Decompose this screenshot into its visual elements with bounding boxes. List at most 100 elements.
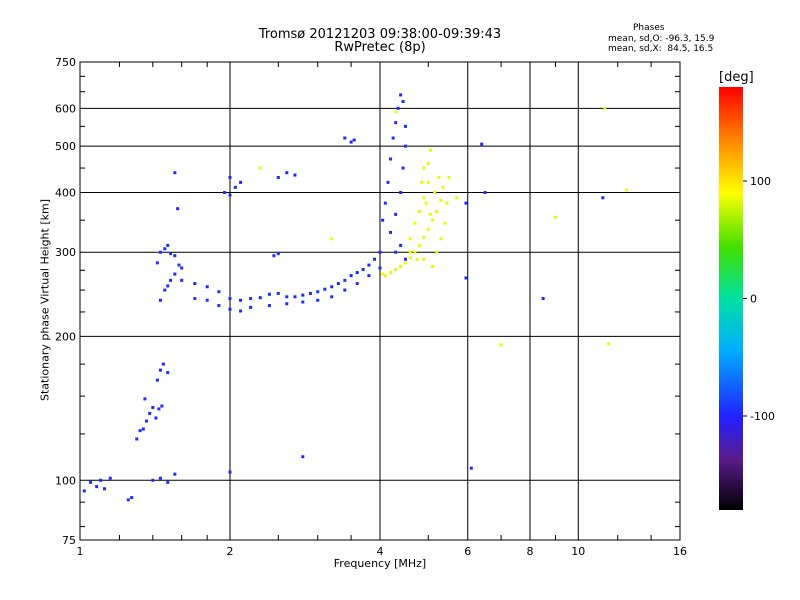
data-point-x (499, 343, 503, 347)
data-point-x (417, 210, 421, 214)
data-point-o (367, 274, 371, 278)
data-point-o (249, 297, 253, 301)
x-tick-label: 2 (227, 545, 234, 558)
data-point-x (408, 256, 412, 260)
data-point-o (173, 472, 177, 476)
data-point-o (151, 478, 155, 482)
data-point-x (435, 250, 439, 254)
data-point-o (161, 362, 165, 366)
data-point-o (89, 480, 93, 484)
data-point-o (378, 266, 382, 270)
data-point-o (401, 166, 405, 170)
data-point-o (343, 288, 347, 292)
data-point-o (330, 295, 334, 299)
x-tick-label: 10 (571, 545, 585, 558)
y-tick-label: 100 (55, 474, 76, 487)
data-point-x (439, 198, 443, 202)
chart-subtitle: RwPretec (8p) (334, 40, 426, 55)
data-point-o (541, 297, 545, 301)
data-point-o (130, 496, 134, 500)
data-point-o (228, 297, 232, 301)
data-point-x (394, 268, 398, 272)
data-point-o (396, 106, 400, 110)
data-point-o (173, 254, 177, 258)
data-point-o (141, 427, 145, 431)
data-point-o (160, 404, 164, 408)
data-point-o (301, 293, 305, 297)
data-point-o (180, 278, 184, 282)
data-point-o (239, 298, 243, 302)
data-point-o (336, 282, 340, 286)
data-point-x (408, 250, 412, 254)
data-point-x (413, 250, 417, 254)
data-point-o (228, 307, 232, 311)
data-point-o (403, 124, 407, 128)
phases-o-stats: mean, sd,O: -96.3, 15.9 (608, 34, 715, 44)
x-tick-label: 1 (77, 545, 84, 558)
axis-ticks: 1 2 4 6 8 10 16 75 100 200 300 400 500 600 750 (55, 56, 687, 558)
data-point-o (361, 268, 365, 272)
data-point-x (403, 261, 407, 265)
data-point-o (403, 257, 407, 261)
phases-x-stats: mean, sd,X: 84.5, 16.5 (608, 44, 714, 54)
phases-title: Phases (633, 23, 665, 33)
data-point-o (293, 295, 297, 299)
data-point-o (223, 190, 227, 194)
data-point-o (394, 250, 398, 254)
data-point-o (135, 437, 139, 441)
colorbar (719, 87, 743, 510)
data-point-x (445, 201, 449, 205)
data-point-o (239, 309, 243, 313)
data-point-o (95, 485, 99, 489)
data-point-o (469, 466, 473, 470)
data-point-x (426, 161, 430, 165)
data-point-o (343, 136, 347, 140)
data-point-o (403, 144, 407, 148)
data-point-o (239, 180, 243, 184)
data-point-o (399, 93, 403, 97)
data-point-o (601, 196, 605, 200)
data-point-o (217, 290, 221, 294)
y-tick-label: 750 (55, 56, 76, 69)
x-tick-label: 4 (377, 545, 384, 558)
data-point-x (441, 185, 445, 189)
data-point-o (276, 291, 280, 295)
data-point-o (308, 291, 312, 295)
data-point-x (330, 237, 334, 241)
data-point-x (408, 237, 412, 241)
data-point-o (285, 302, 289, 306)
y-tick-label: 600 (55, 102, 76, 115)
data-point-o (126, 498, 130, 502)
data-point-x (437, 175, 441, 179)
data-point-o (148, 411, 152, 415)
data-point-o (177, 263, 181, 267)
y-tick-label: 500 (55, 140, 76, 153)
data-point-x (422, 257, 426, 261)
data-point-x (431, 218, 435, 222)
data-point-o (163, 247, 167, 251)
data-point-o (285, 171, 289, 175)
data-point-o (151, 405, 155, 409)
data-points (82, 93, 629, 502)
data-point-o (316, 298, 320, 302)
data-point-x (455, 196, 459, 200)
x-axis-label: Frequency [MHz] (333, 557, 427, 570)
data-point-o (169, 252, 173, 256)
data-point-x (426, 180, 430, 184)
data-point-o (316, 290, 320, 294)
data-point-x (413, 221, 417, 225)
data-point-o (352, 138, 356, 142)
data-point-x (420, 180, 424, 184)
data-point-x (443, 221, 447, 225)
data-point-o (163, 288, 167, 292)
data-point-x (422, 236, 426, 240)
data-point-o (173, 171, 177, 175)
data-point-o (301, 300, 305, 304)
chart-title: Tromsø 20121203 09:38:00-09:39:43 (258, 27, 502, 42)
data-point-o (367, 263, 371, 267)
data-point-x (447, 175, 451, 179)
data-point-x (428, 212, 432, 216)
data-point-x (399, 265, 403, 269)
data-point-o (301, 455, 305, 459)
data-point-x (433, 190, 437, 194)
